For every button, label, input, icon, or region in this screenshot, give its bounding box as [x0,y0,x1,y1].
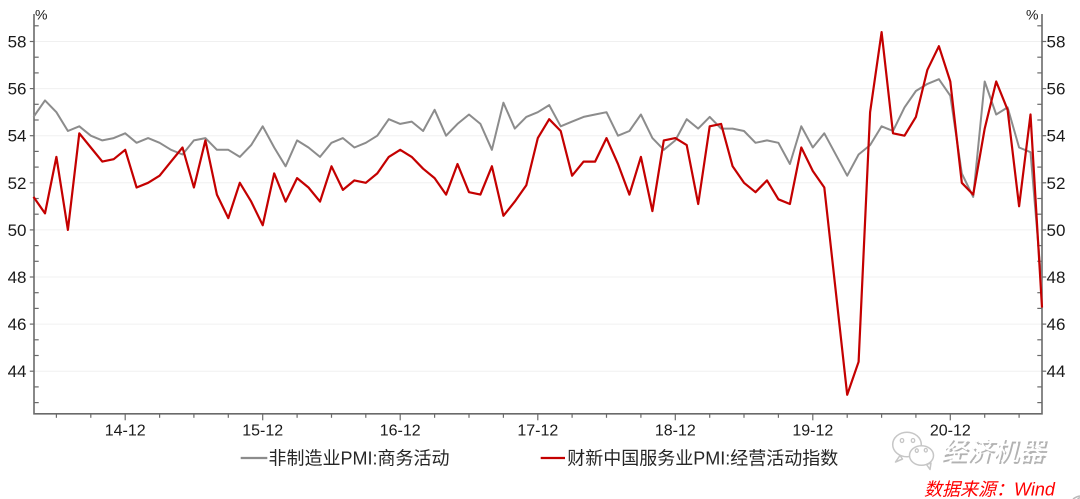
svg-text:非制造业PMI:商务活动: 非制造业PMI:商务活动 [269,449,450,469]
svg-text:18-12: 18-12 [655,423,696,440]
svg-text:20-12: 20-12 [930,423,971,440]
svg-text:44: 44 [8,362,27,381]
svg-text:56: 56 [1047,80,1066,99]
svg-text:14-12: 14-12 [105,423,146,440]
svg-text:%: % [1026,7,1038,23]
svg-text:48: 48 [1047,268,1066,287]
svg-text:经济机器: 经济机器 [942,438,1048,468]
svg-text:15-12: 15-12 [242,423,283,440]
svg-text:56: 56 [8,80,27,99]
svg-text:58: 58 [1047,33,1066,52]
svg-text:54: 54 [8,127,27,146]
svg-text:52: 52 [8,174,27,193]
svg-text:17-12: 17-12 [517,423,558,440]
svg-text:54: 54 [1047,127,1066,146]
svg-text:58: 58 [8,33,27,52]
svg-text:经济机器: 经济机器 [940,436,1046,466]
svg-text:50: 50 [8,221,27,240]
svg-text:46: 46 [1047,315,1066,334]
svg-text:52: 52 [1047,174,1066,193]
svg-text:16-12: 16-12 [380,423,421,440]
svg-text:%: % [35,7,47,23]
svg-text:财新中国服务业PMI:经营活动指数: 财新中国服务业PMI:经营活动指数 [567,449,838,469]
svg-text:46: 46 [8,315,27,334]
svg-text:48: 48 [8,268,27,287]
svg-text:19-12: 19-12 [792,423,833,440]
svg-text:50: 50 [1047,221,1066,240]
svg-text:数据来源：Wind: 数据来源：Wind [924,480,1056,499]
svg-text:44: 44 [1047,362,1066,381]
